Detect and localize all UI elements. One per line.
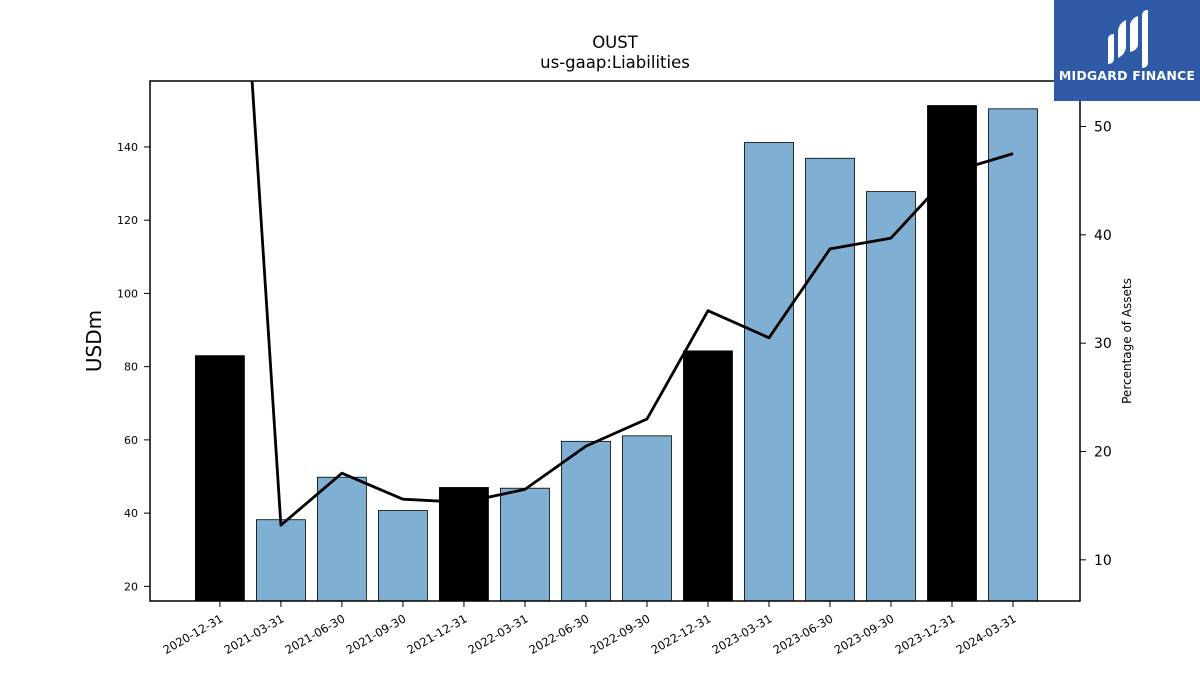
percentage-line	[250, 81, 1014, 527]
plot-frame	[149, 80, 1081, 602]
x-tick-label: 2022-12-31	[649, 611, 714, 657]
bar	[683, 350, 733, 602]
y-tick-label: 100	[117, 287, 138, 300]
chart-title: OUST	[592, 33, 639, 52]
y2-tick-label: 20	[1094, 445, 1112, 461]
x-tick-label: 2021-09-30	[344, 611, 409, 657]
y-tick-label: 20	[124, 580, 138, 593]
y-axis-right: 10 20 30 40 50	[1080, 120, 1112, 569]
bar	[988, 108, 1038, 602]
y-tick-label: 40	[124, 507, 138, 520]
x-axis: 2020-12-312021-03-312021-06-302021-09-30…	[161, 601, 1019, 657]
y-tick-label: 80	[124, 361, 138, 374]
bar	[561, 440, 611, 602]
logo: MIDGARD FINANCE	[1054, 0, 1200, 101]
y-axis-left: 20 40 60 80 100 120 140	[117, 141, 150, 593]
x-tick-label: 2023-06-30	[771, 611, 836, 657]
x-tick-label: 2022-06-30	[527, 611, 592, 657]
x-tick-label: 2023-12-31	[893, 611, 958, 657]
bar	[500, 487, 550, 602]
x-tick-label: 2022-09-30	[588, 611, 653, 657]
bar	[256, 519, 306, 602]
x-tick-label: 2024-03-31	[954, 611, 1019, 657]
bar	[317, 476, 367, 602]
y2-tick-label: 10	[1094, 553, 1112, 569]
x-tick-label: 2023-09-30	[832, 611, 897, 657]
chart-subtitle: us-gaap:Liabilities	[540, 53, 690, 72]
y2-axis-label: Percentage of Assets	[1120, 278, 1134, 404]
y-tick-label: 120	[117, 214, 138, 227]
bar	[744, 142, 794, 602]
x-tick-label: 2021-03-31	[222, 611, 287, 657]
x-tick-label: 2023-03-31	[710, 611, 775, 657]
bar	[622, 435, 672, 602]
y-axis-label: USDm	[82, 310, 106, 372]
line-series	[250, 81, 1014, 527]
y2-tick-label: 30	[1094, 336, 1112, 352]
y2-tick-label: 50	[1094, 120, 1112, 136]
x-tick-label: 2021-12-31	[405, 611, 470, 657]
bar	[805, 157, 855, 602]
logo-text: MIDGARD FINANCE	[1058, 68, 1196, 83]
bar	[927, 105, 977, 602]
bar	[439, 487, 489, 602]
bar	[378, 510, 428, 602]
bar-series	[195, 105, 1038, 602]
bar	[195, 355, 245, 602]
y2-tick-label: 40	[1094, 228, 1112, 244]
x-tick-label: 2020-12-31	[161, 611, 226, 657]
x-tick-label: 2022-03-31	[466, 611, 531, 657]
mf-monogram-icon	[1108, 10, 1148, 68]
x-tick-label: 2021-06-30	[283, 611, 348, 657]
bar	[866, 191, 916, 602]
y-tick-label: 140	[117, 141, 138, 154]
y-tick-label: 60	[124, 434, 138, 447]
